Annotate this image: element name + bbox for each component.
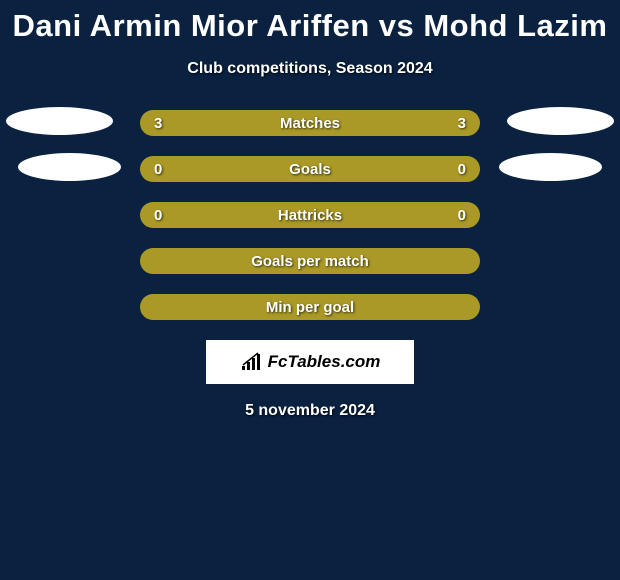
stats-area: 3 Matches 3 0 Goals 0 0 Hattricks 0 Goal…: [0, 110, 620, 320]
stat-row: 0 Hattricks 0: [0, 202, 620, 228]
stat-row: Goals per match: [0, 248, 620, 274]
stat-bar-goals: 0 Goals 0: [140, 156, 480, 182]
stat-label: Goals per match: [251, 253, 369, 270]
stat-bar-min-per-goal: Min per goal: [140, 294, 480, 320]
stat-bar-matches: 3 Matches 3: [140, 110, 480, 136]
stat-row: Min per goal: [0, 294, 620, 320]
stat-row: 0 Goals 0: [0, 156, 620, 182]
stat-value-right: 0: [448, 207, 466, 224]
stat-bar-hattricks: 0 Hattricks 0: [140, 202, 480, 228]
logo-content: FcTables.com: [240, 352, 381, 372]
stat-label: Hattricks: [278, 207, 342, 224]
stat-label: Min per goal: [266, 299, 354, 316]
chart-icon: [240, 352, 264, 372]
stat-value-right: 0: [448, 161, 466, 178]
main-container: Dani Armin Mior Ariffen vs Mohd Lazim Cl…: [0, 0, 620, 420]
page-title: Dani Armin Mior Ariffen vs Mohd Lazim: [0, 8, 620, 44]
stat-value-right: 3: [448, 115, 466, 132]
stat-label: Matches: [280, 115, 340, 132]
date-label: 5 november 2024: [0, 402, 620, 420]
stat-value-left: 0: [154, 207, 172, 224]
logo-box: FcTables.com: [206, 340, 414, 384]
stat-value-left: 0: [154, 161, 172, 178]
stat-bar-goals-per-match: Goals per match: [140, 248, 480, 274]
stat-label: Goals: [289, 161, 331, 178]
subtitle: Club competitions, Season 2024: [0, 60, 620, 78]
stat-row: 3 Matches 3: [0, 110, 620, 136]
stat-value-left: 3: [154, 115, 172, 132]
logo-text: FcTables.com: [268, 352, 381, 372]
